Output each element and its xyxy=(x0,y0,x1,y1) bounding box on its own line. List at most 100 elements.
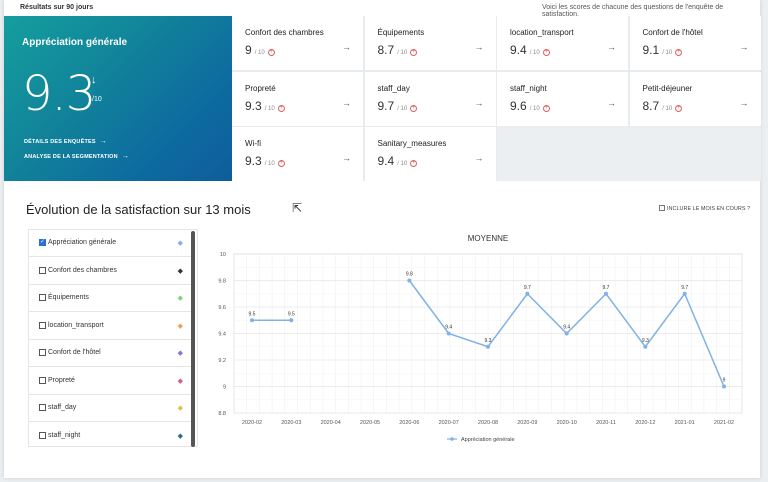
score-card[interactable]: location_transport 9.4/ 10 + → xyxy=(497,16,628,70)
arrow-down-icon: ↓ xyxy=(91,74,97,86)
series-option[interactable]: staff_day ◆ xyxy=(29,395,191,422)
data-label: 9 xyxy=(723,378,726,384)
diamond-marker-icon: ◆ xyxy=(177,405,183,412)
survey-details-link[interactable]: DÉTAILS DES ENQUÊTES → xyxy=(24,138,107,145)
series-option-label: Appréciation générale xyxy=(48,239,117,246)
satisfaction-line-chart: MOYENNE 10 9.8 9.6 9.4 9.2 9 8.8 2020-02 2020-03 2… xyxy=(218,234,743,443)
x-tick-label: 2020-09 xyxy=(517,420,537,426)
score-card-value: 8.7/ 10 + xyxy=(377,43,418,57)
data-point xyxy=(446,331,451,336)
data-point xyxy=(643,344,648,349)
y-tick-label: 9.2 xyxy=(218,358,226,364)
arrow-right-icon[interactable]: → xyxy=(607,97,616,108)
x-tick-label: 2020-05 xyxy=(360,420,380,426)
score-card-title: Confort de l'hôtel xyxy=(642,28,703,37)
plus-circle-icon[interactable]: + xyxy=(410,160,418,167)
diamond-marker-icon: ◆ xyxy=(177,295,183,302)
data-point xyxy=(682,291,687,296)
series-option[interactable]: Propreté ◆ xyxy=(29,368,191,395)
plus-circle-icon[interactable]: + xyxy=(675,104,683,112)
data-label: 9.5 xyxy=(249,311,256,317)
score-card[interactable]: Équipements 8.7/ 10 + → xyxy=(364,16,496,70)
plus-circle-icon[interactable]: + xyxy=(277,104,285,112)
x-tick-label: 2020-03 xyxy=(281,420,301,426)
score-card-title: Wi-fi xyxy=(245,139,261,148)
score-card[interactable]: Petit-déjeuner 8.7/ 10 + → xyxy=(629,71,761,126)
include-current-month-checkbox[interactable]: INCLURE LE MOIS EN COURS ? xyxy=(659,205,750,212)
plus-circle-icon[interactable]: + xyxy=(267,49,275,56)
score-card-value: 9.4/ 10 + xyxy=(510,43,550,57)
data-point xyxy=(525,291,530,296)
score-card-unit: / 10 xyxy=(254,50,265,56)
arrow-right-icon[interactable]: → xyxy=(342,97,351,108)
score-card[interactable]: staff_day 9.7/ 10 + → xyxy=(364,71,496,126)
score-card-value: 9.6/ 10 + xyxy=(510,98,550,113)
series-option-label: staff_day xyxy=(48,404,77,411)
checkbox-icon[interactable] xyxy=(659,205,665,211)
x-tick-label: 2020-04 xyxy=(321,420,341,426)
overall-score-title: Appréciation générale xyxy=(22,37,128,48)
arrow-right-icon[interactable]: → xyxy=(474,153,484,163)
plus-circle-icon[interactable]: + xyxy=(542,49,550,56)
series-option-label: Confort de l'hôtel xyxy=(48,349,101,356)
score-card[interactable]: Wi-fi 9.3/ 10 + → xyxy=(232,127,363,181)
checkbox-icon[interactable] xyxy=(39,376,46,384)
arrow-right-icon[interactable]: → xyxy=(342,153,351,163)
series-option-label: Propreté xyxy=(48,376,75,384)
overall-score-value: 9.3 xyxy=(22,66,96,122)
data-point xyxy=(604,291,608,296)
series-option[interactable]: Équipements ◆ xyxy=(29,285,191,312)
score-card[interactable]: Propreté 9.3/ 10 + → xyxy=(232,71,363,126)
score-card[interactable]: Confort de l'hôtel 9.1/ 10 + → xyxy=(629,16,761,70)
evolution-title: Évolution de la satisfaction sur 13 mois xyxy=(26,202,251,217)
series-option[interactable]: Confort des chambres ◆ xyxy=(29,258,191,285)
diamond-marker-icon: ◆ xyxy=(177,322,183,330)
arrow-right-icon[interactable]: → xyxy=(739,42,749,52)
diamond-marker-icon: ◆ xyxy=(177,267,183,275)
x-tick-label: 2020-02 xyxy=(242,420,262,426)
checkbox-icon[interactable] xyxy=(39,349,46,356)
x-tick-label: 2020-08 xyxy=(478,420,498,426)
arrow-right-icon[interactable]: → xyxy=(474,42,484,52)
score-card-title: staff_day xyxy=(377,83,410,93)
arrow-right-icon[interactable]: → xyxy=(474,97,484,108)
score-card-value: 9/ 10 + xyxy=(245,43,275,57)
data-label: 9.7 xyxy=(681,285,688,291)
checkbox-icon[interactable] xyxy=(39,238,46,246)
checkbox-icon[interactable] xyxy=(39,294,46,301)
data-label: 9.3 xyxy=(485,338,492,344)
arrow-right-icon[interactable]: → xyxy=(342,42,351,52)
arrow-right-icon[interactable]: → xyxy=(607,42,616,52)
score-card-unit: / 10 xyxy=(397,105,408,112)
plus-circle-icon[interactable]: + xyxy=(675,49,683,56)
diamond-marker-icon: ◆ xyxy=(177,350,183,357)
score-card-unit: / 10 xyxy=(529,105,540,112)
series-option[interactable]: Appréciation générale ◆ xyxy=(29,230,191,257)
score-card-title: Équipements xyxy=(377,28,425,37)
y-tick-label: 9.6 xyxy=(218,305,226,311)
data-label: 9.4 xyxy=(563,325,570,331)
score-card-unit: / 10 xyxy=(397,50,408,56)
data-point xyxy=(722,384,726,389)
y-tick-label: 8.8 xyxy=(218,411,226,417)
series-option[interactable]: staff_night ◆ xyxy=(29,423,191,447)
plus-circle-icon[interactable]: + xyxy=(410,104,418,112)
score-card[interactable]: Sanitary_measures 9.4/ 10 + → xyxy=(364,127,496,181)
plus-circle-icon[interactable]: + xyxy=(277,160,285,167)
score-card-value: 9.7/ 10 + xyxy=(377,98,418,113)
arrow-right-icon[interactable]: → xyxy=(739,97,749,108)
checkbox-icon[interactable] xyxy=(39,431,46,439)
checkbox-icon[interactable] xyxy=(39,266,46,274)
plus-circle-icon[interactable]: + xyxy=(542,104,550,112)
score-card[interactable]: staff_night 9.6/ 10 + → xyxy=(497,71,628,126)
series-list-scrollbar[interactable] xyxy=(191,231,195,447)
plus-circle-icon[interactable]: + xyxy=(410,49,418,56)
score-card[interactable]: Confort des chambres 9/ 10 + → xyxy=(232,16,363,70)
series-option[interactable]: Confort de l'hôtel ◆ xyxy=(29,340,191,367)
segmentation-analysis-link[interactable]: ANALYSE DE LA SEGMENTATION → xyxy=(24,153,130,160)
question-scores-grid: Confort des chambres 9/ 10 + → Équipements 8.… xyxy=(232,16,761,181)
checkbox-icon[interactable] xyxy=(39,321,46,329)
checkbox-icon[interactable] xyxy=(39,404,46,411)
series-option[interactable]: location_transport ◆ xyxy=(29,313,191,340)
period-note: Résultats sur 90 jours xyxy=(20,4,94,11)
